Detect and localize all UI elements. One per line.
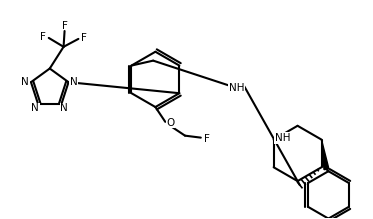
Text: N: N bbox=[21, 77, 29, 87]
Text: NH: NH bbox=[229, 83, 244, 93]
Polygon shape bbox=[322, 140, 329, 170]
Text: N: N bbox=[70, 77, 77, 87]
Text: O: O bbox=[166, 118, 174, 128]
Text: N: N bbox=[31, 103, 39, 113]
Text: F: F bbox=[204, 134, 210, 144]
Text: NH: NH bbox=[275, 133, 290, 143]
Text: F: F bbox=[40, 32, 46, 42]
Text: F: F bbox=[62, 21, 68, 31]
Text: F: F bbox=[81, 33, 87, 43]
Text: N: N bbox=[60, 103, 68, 113]
